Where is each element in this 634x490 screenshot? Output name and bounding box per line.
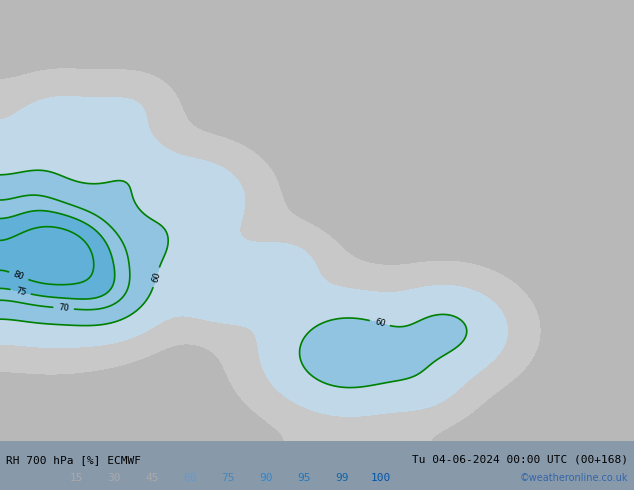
Text: ©weatheronline.co.uk: ©weatheronline.co.uk <box>519 473 628 483</box>
Text: RH 700 hPa [%] ECMWF: RH 700 hPa [%] ECMWF <box>6 455 141 465</box>
Text: 80: 80 <box>12 270 25 282</box>
Text: 100: 100 <box>370 473 391 483</box>
Text: 60: 60 <box>373 318 386 329</box>
Text: 70: 70 <box>58 303 69 313</box>
Text: 75: 75 <box>15 286 27 297</box>
Text: 60: 60 <box>150 271 162 284</box>
Text: Tu 04-06-2024 00:00 UTC (00+168): Tu 04-06-2024 00:00 UTC (00+168) <box>411 455 628 465</box>
Text: 90: 90 <box>259 473 273 483</box>
Text: 95: 95 <box>297 473 311 483</box>
Text: 60: 60 <box>183 473 197 483</box>
Text: 75: 75 <box>221 473 235 483</box>
Text: 99: 99 <box>335 473 349 483</box>
Text: 15: 15 <box>69 473 83 483</box>
Text: 45: 45 <box>145 473 159 483</box>
Text: 30: 30 <box>107 473 121 483</box>
